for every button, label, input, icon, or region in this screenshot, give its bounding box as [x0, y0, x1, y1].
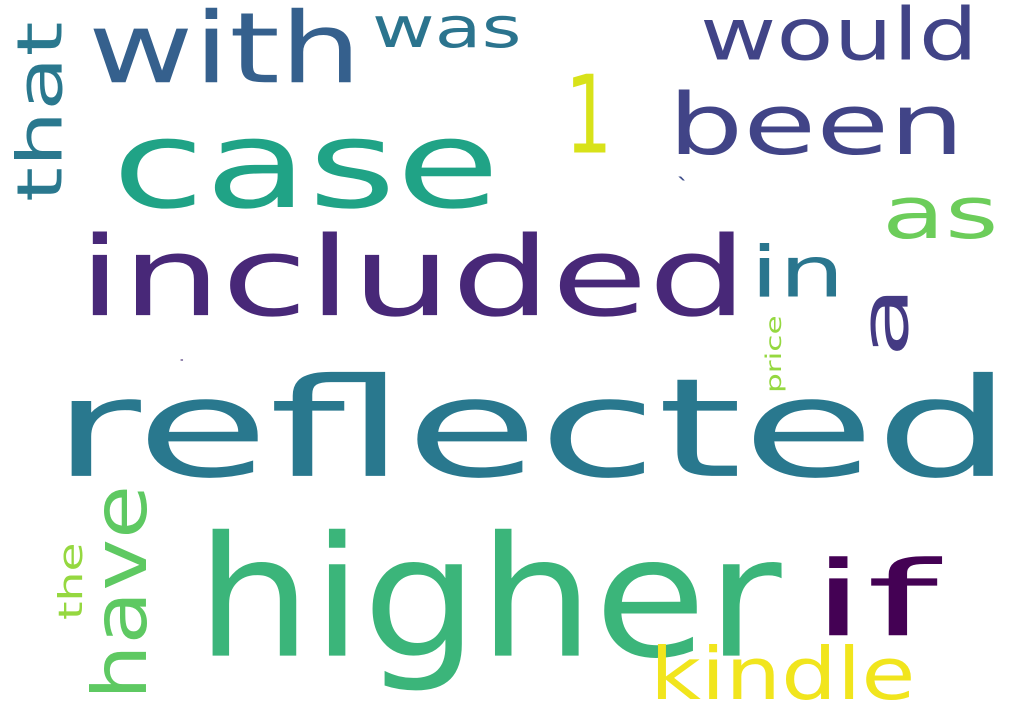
word-case: case [112, 93, 500, 236]
word-a: a [846, 285, 924, 358]
word-dot: . [178, 353, 186, 363]
word-was: was [372, 0, 522, 61]
word-as: as [882, 172, 999, 256]
word-kindle: kindle [650, 632, 916, 716]
word-1: 1 [565, 52, 613, 179]
word-higher: higher [196, 501, 782, 696]
word-that: that [5, 21, 77, 202]
word-with: with [88, 0, 362, 106]
word-reflected: reflected [52, 348, 1013, 509]
word-if: if [810, 539, 939, 661]
word-price: price [762, 315, 787, 393]
word-the: the [52, 542, 91, 620]
word-in: in [750, 231, 845, 314]
word-included: included [78, 212, 748, 342]
word-have: have [76, 484, 165, 700]
word-been: been [668, 75, 965, 175]
word-backtick: ` [676, 174, 690, 200]
word-would: would [700, 0, 979, 78]
